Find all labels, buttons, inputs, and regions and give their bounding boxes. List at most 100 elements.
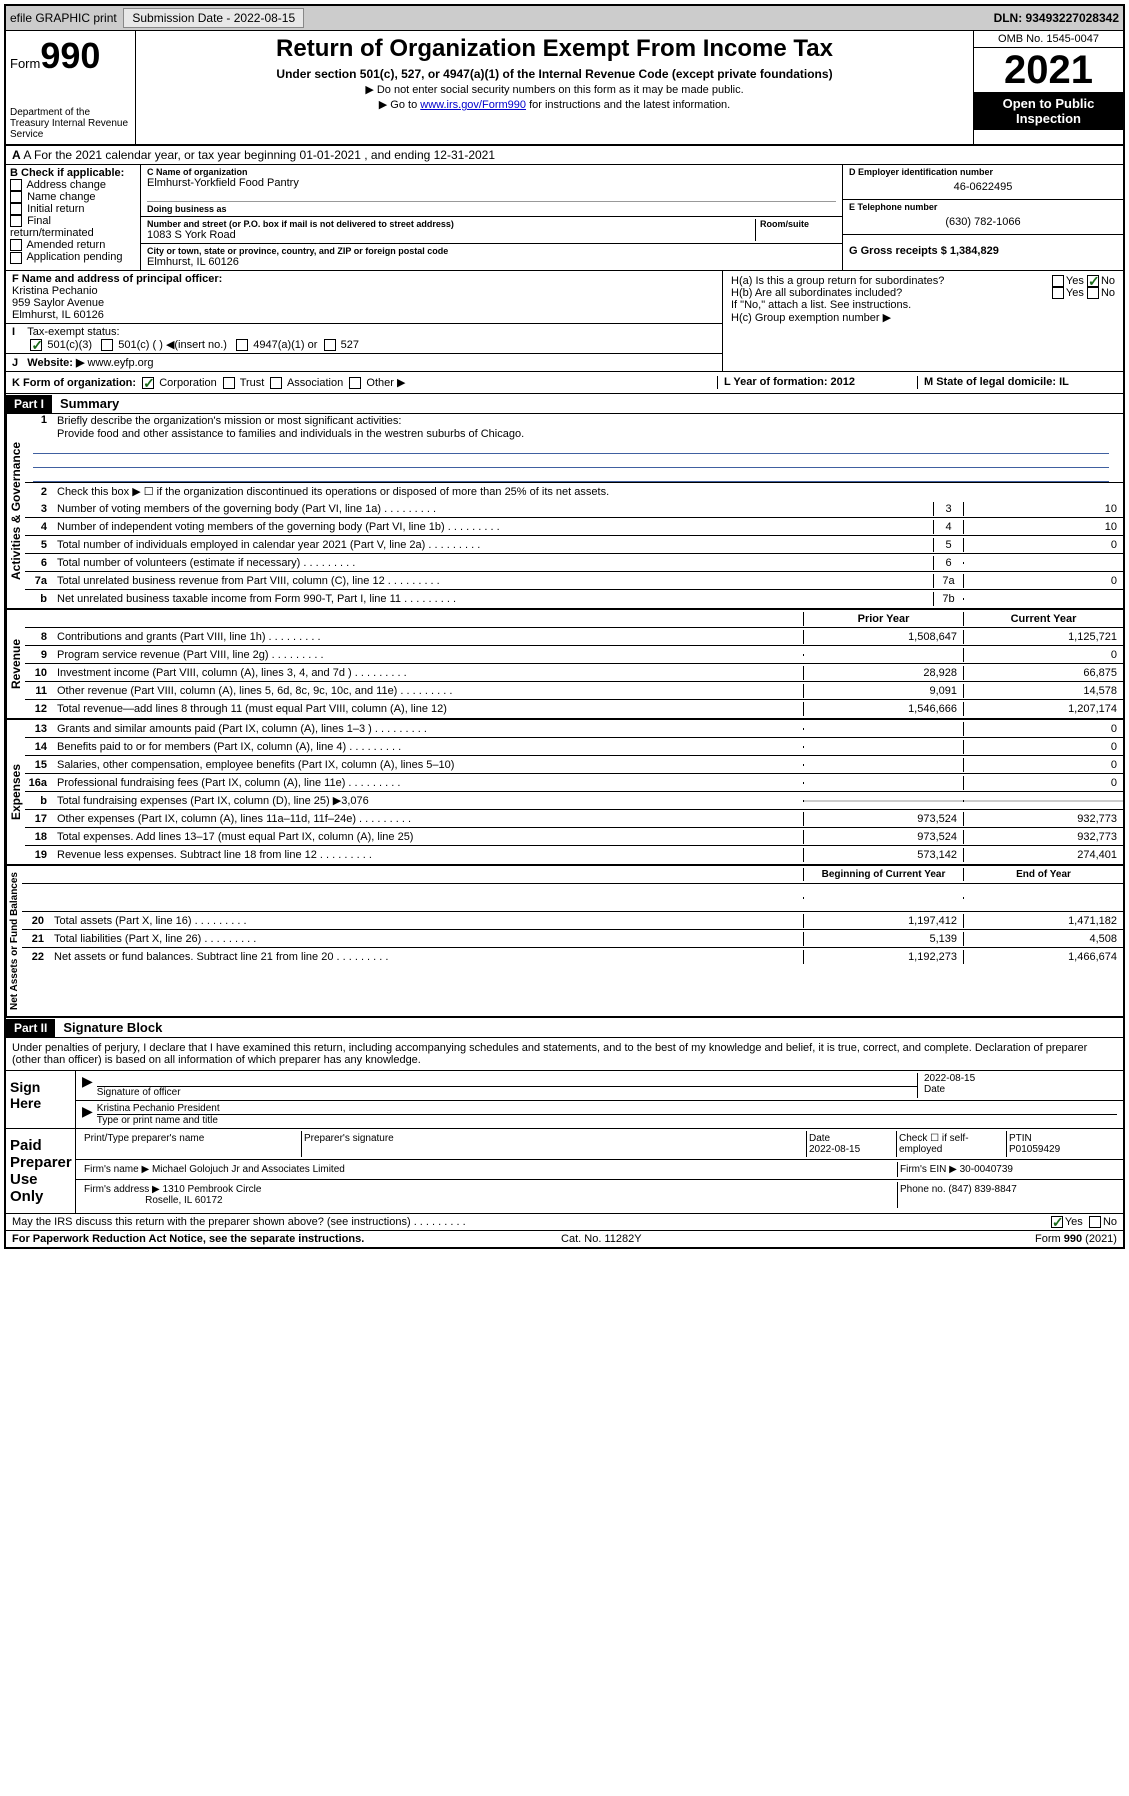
- b-label: B Check if applicable:: [10, 167, 124, 179]
- section-klm: K Form of organization: Corporation Trus…: [6, 372, 1123, 394]
- header-left: Form990 Department of the Treasury Inter…: [6, 31, 136, 144]
- checkbox-4947[interactable]: [236, 339, 248, 351]
- type-name-label: Type or print name and title: [97, 1115, 1117, 1126]
- sig-officer-label: Signature of officer: [97, 1087, 917, 1098]
- hb-label: H(b) Are all subordinates included?: [731, 287, 1052, 299]
- firm-ein: 30-0040739: [960, 1164, 1013, 1175]
- form-word: Form: [10, 56, 40, 71]
- hb-yes: Yes: [1066, 287, 1084, 299]
- sign-here-row: Sign Here ▶ Signature of officer 2022-08…: [6, 1071, 1123, 1129]
- checkbox-ha-no[interactable]: [1087, 275, 1099, 287]
- org-city: Elmhurst, IL 60126: [147, 256, 836, 268]
- discuss-yes: Yes: [1065, 1216, 1083, 1228]
- checkbox-final[interactable]: [10, 215, 22, 227]
- ein: 46-0622495: [849, 177, 1117, 197]
- arrow-icon: ▶: [82, 1103, 93, 1126]
- opt-name: Name change: [27, 191, 96, 203]
- ptin-label: PTIN: [1009, 1133, 1115, 1144]
- m-domicile: M State of legal domicile: IL: [924, 376, 1069, 388]
- c14: 0: [963, 740, 1123, 754]
- i-527: 527: [341, 339, 359, 351]
- p22: 1,192,273: [803, 950, 963, 964]
- k-label: K Form of organization:: [12, 377, 136, 389]
- checkbox-discuss-no[interactable]: [1089, 1216, 1101, 1228]
- col-d: D Employer identification number 46-0622…: [843, 165, 1123, 270]
- l14: Benefits paid to or for members (Part IX…: [53, 740, 803, 754]
- cat-no: Cat. No. 11282Y: [561, 1233, 642, 1245]
- firm-name: Michael Golojuch Jr and Associates Limit…: [152, 1164, 345, 1175]
- prep-sig-label: Preparer's signature: [304, 1133, 804, 1144]
- rev-section: Revenue Prior YearCurrent Year 8Contribu…: [6, 610, 1123, 720]
- part2-title: Part II Signature Block: [6, 1018, 1123, 1038]
- i-501c3: 501(c)(3): [47, 339, 92, 351]
- k-other: Other ▶: [366, 377, 405, 389]
- p19: 573,142: [803, 848, 963, 862]
- c9: 0: [963, 648, 1123, 662]
- ptin: P01059429: [1009, 1144, 1115, 1155]
- p12: 1,546,666: [803, 702, 963, 716]
- checkbox-initial[interactable]: [10, 203, 22, 215]
- end-header: End of Year: [963, 868, 1123, 881]
- checkbox-address[interactable]: [10, 179, 22, 191]
- discuss-no: No: [1103, 1216, 1117, 1228]
- c13: 0: [963, 722, 1123, 736]
- arrow-icon: ▶: [82, 1073, 93, 1098]
- v5: 0: [963, 538, 1123, 552]
- firm-addr1: 1310 Pembrook Circle: [163, 1184, 262, 1195]
- hb-note: If "No," attach a list. See instructions…: [731, 299, 1115, 311]
- form-number: 990: [40, 35, 100, 76]
- l9: Program service revenue (Part VIII, line…: [53, 648, 803, 662]
- checkbox-ha-yes[interactable]: [1052, 275, 1064, 287]
- checkbox-hb-yes[interactable]: [1052, 287, 1064, 299]
- ha-label: H(a) Is this a group return for subordin…: [731, 275, 1052, 287]
- checkbox-501c[interactable]: [101, 339, 113, 351]
- c20: 1,471,182: [963, 914, 1123, 928]
- note-goto: ▶ Go to www.irs.gov/Form990 for instruct…: [144, 98, 965, 111]
- p14: [803, 746, 963, 748]
- mission-text: Provide food and other assistance to fam…: [25, 428, 524, 440]
- c16a: 0: [963, 776, 1123, 790]
- header: Form990 Department of the Treasury Inter…: [6, 31, 1123, 146]
- part2-title-text: Signature Block: [55, 1018, 170, 1037]
- c-name-label: C Name of organization: [147, 167, 836, 177]
- exp-section: Expenses 13Grants and similar amounts pa…: [6, 720, 1123, 866]
- officer-name: Kristina Pechanio: [12, 285, 98, 297]
- l17: Other expenses (Part IX, column (A), lin…: [53, 812, 803, 826]
- checkbox-assoc[interactable]: [270, 377, 282, 389]
- l22: Net assets or fund balances. Subtract li…: [50, 950, 803, 964]
- k-trust: Trust: [240, 377, 265, 389]
- checkbox-527[interactable]: [324, 339, 336, 351]
- c12: 1,207,174: [963, 702, 1123, 716]
- l1-label: Briefly describe the organization's miss…: [53, 414, 1123, 428]
- checkbox-trust[interactable]: [223, 377, 235, 389]
- v7b: [963, 598, 1123, 600]
- part2-header: Part II: [6, 1019, 55, 1037]
- l19: Revenue less expenses. Subtract line 18 …: [53, 848, 803, 862]
- opt-final: Final return/terminated: [10, 215, 94, 239]
- checkbox-corp[interactable]: [142, 377, 154, 389]
- checkbox-name[interactable]: [10, 191, 22, 203]
- checkbox-amended[interactable]: [10, 239, 22, 251]
- prior-header: Prior Year: [803, 612, 963, 626]
- d-label: D Employer identification number: [849, 167, 993, 177]
- c19: 274,401: [963, 848, 1123, 862]
- opt-pending: Application pending: [26, 251, 122, 263]
- checkbox-501c3[interactable]: [30, 339, 42, 351]
- checkbox-other[interactable]: [349, 377, 361, 389]
- c-city-label: City or town, state or province, country…: [147, 246, 836, 256]
- submission-button[interactable]: Submission Date - 2022-08-15: [123, 8, 304, 28]
- l5: Total number of individuals employed in …: [53, 538, 933, 552]
- p15: [803, 764, 963, 766]
- part1-title: Part I Summary: [6, 394, 1123, 414]
- current-header: Current Year: [963, 612, 1123, 626]
- dba-label: Doing business as: [147, 201, 836, 214]
- i-status: I Tax-exempt status: 501(c)(3) 501(c) ( …: [6, 324, 722, 354]
- irs-link[interactable]: www.irs.gov/Form990: [420, 99, 526, 111]
- vert-exp: Expenses: [6, 720, 25, 864]
- l15: Salaries, other compensation, employee b…: [53, 758, 803, 772]
- tax-year: 2021: [974, 48, 1123, 92]
- c15: 0: [963, 758, 1123, 772]
- checkbox-pending[interactable]: [10, 252, 22, 264]
- checkbox-discuss-yes[interactable]: [1051, 1216, 1063, 1228]
- checkbox-hb-no[interactable]: [1087, 287, 1099, 299]
